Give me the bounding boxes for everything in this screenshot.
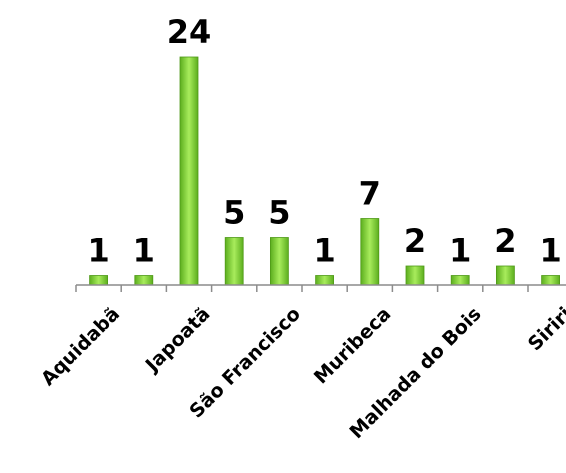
data-label: 1 (87, 232, 109, 270)
bar (224, 237, 244, 286)
bar (495, 265, 515, 286)
x-tick-label: Aquidabã (37, 303, 124, 390)
data-label: 5 (268, 194, 290, 232)
bar (405, 265, 425, 286)
bar (89, 275, 108, 286)
data-label: 1 (133, 232, 155, 270)
data-label: 2 (494, 222, 516, 260)
data-label: 1 (313, 232, 335, 270)
x-tick-label: Japoatã (140, 303, 214, 377)
data-label: 7 (359, 175, 381, 213)
x-axis (75, 284, 566, 292)
data-label: 24 (167, 13, 212, 51)
x-tick-label: Siriri (524, 303, 566, 355)
data-label: 5 (223, 194, 245, 232)
data-label: 1 (449, 232, 471, 270)
bar (450, 275, 470, 286)
bar (315, 275, 335, 286)
data-label: 2 (404, 222, 426, 260)
bar (541, 275, 560, 286)
x-tick-label: Muribeca (310, 303, 395, 388)
bar (134, 275, 154, 286)
bar (269, 237, 289, 286)
bar (360, 218, 380, 286)
bar (179, 56, 199, 286)
bars-layer (89, 56, 560, 286)
data-label: 1 (539, 232, 561, 270)
